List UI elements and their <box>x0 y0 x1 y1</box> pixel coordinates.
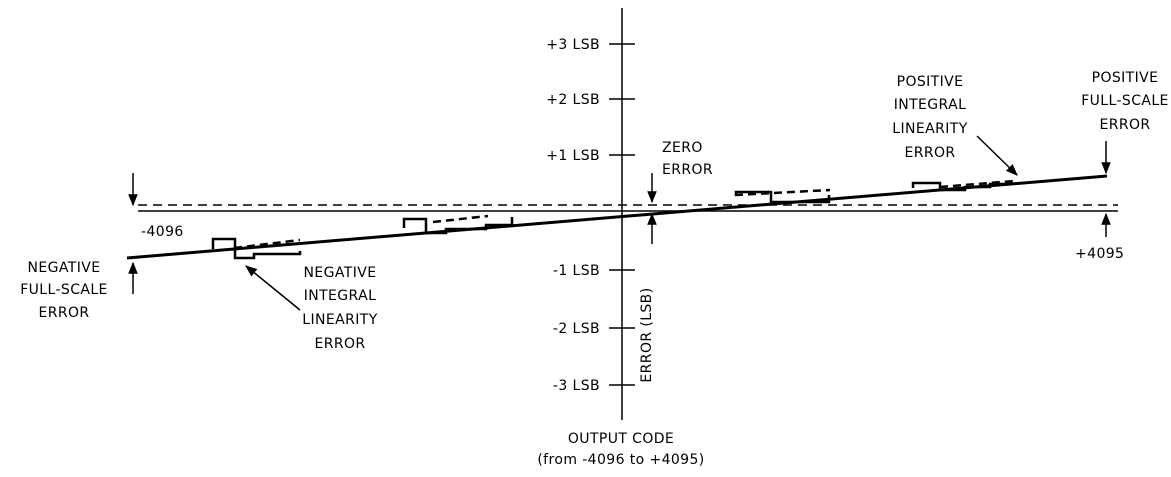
y-tick-label-minus1: -1 LSB <box>553 263 600 279</box>
positive-integral-arrow <box>976 135 1018 176</box>
negative-full-scale-label-line2: FULL-SCALE <box>20 282 108 298</box>
positive-integral-label-line4: ERROR <box>904 145 955 161</box>
negative-integral-arrow <box>245 265 301 311</box>
x-axis-label-line1: OUTPUT CODE <box>568 431 674 447</box>
staircase-steps <box>211 181 1012 260</box>
x-axis-label-line2: (from -4096 to +4095) <box>537 452 704 468</box>
negative-integral-label-line2: INTEGRAL <box>304 288 377 304</box>
dashed-ideal-segments <box>233 179 1015 250</box>
y-axis-label: ERROR (LSB) <box>639 287 655 382</box>
negative-full-scale-label-line3: ERROR <box>38 305 89 321</box>
y-axis-ticks <box>609 43 635 386</box>
negative-full-scale-label-line1: NEGATIVE <box>28 260 101 276</box>
x-min-label: -4096 <box>141 224 184 240</box>
negative-integral-label-line4: ERROR <box>314 336 365 352</box>
negative-integral-label-line3: LINEARITY <box>302 312 377 328</box>
y-tick-label-minus2: -2 LSB <box>553 321 600 337</box>
transfer-error-line <box>126 174 1108 260</box>
y-tick-label-plus1: +1 LSB <box>546 148 600 164</box>
positive-integral-label-line3: LINEARITY <box>892 121 967 137</box>
y-tick-label-plus3: +3 LSB <box>546 37 600 53</box>
zero-error-label-line2: ERROR <box>662 162 713 178</box>
zero-error-label-line1: ZERO <box>662 140 703 156</box>
negative-integral-label-line1: NEGATIVE <box>304 265 377 281</box>
positive-integral-label-line1: POSITIVE <box>897 74 964 90</box>
x-max-label: +4095 <box>1075 246 1124 262</box>
y-tick-label-minus3: -3 LSB <box>553 378 600 394</box>
positive-full-scale-label-line3: ERROR <box>1099 117 1150 133</box>
positive-integral-label-line2: INTEGRAL <box>894 97 967 113</box>
y-tick-label-plus2: +2 LSB <box>546 92 600 108</box>
positive-full-scale-label-line1: POSITIVE <box>1092 70 1159 86</box>
positive-full-scale-label-line2: FULL-SCALE <box>1081 93 1169 109</box>
